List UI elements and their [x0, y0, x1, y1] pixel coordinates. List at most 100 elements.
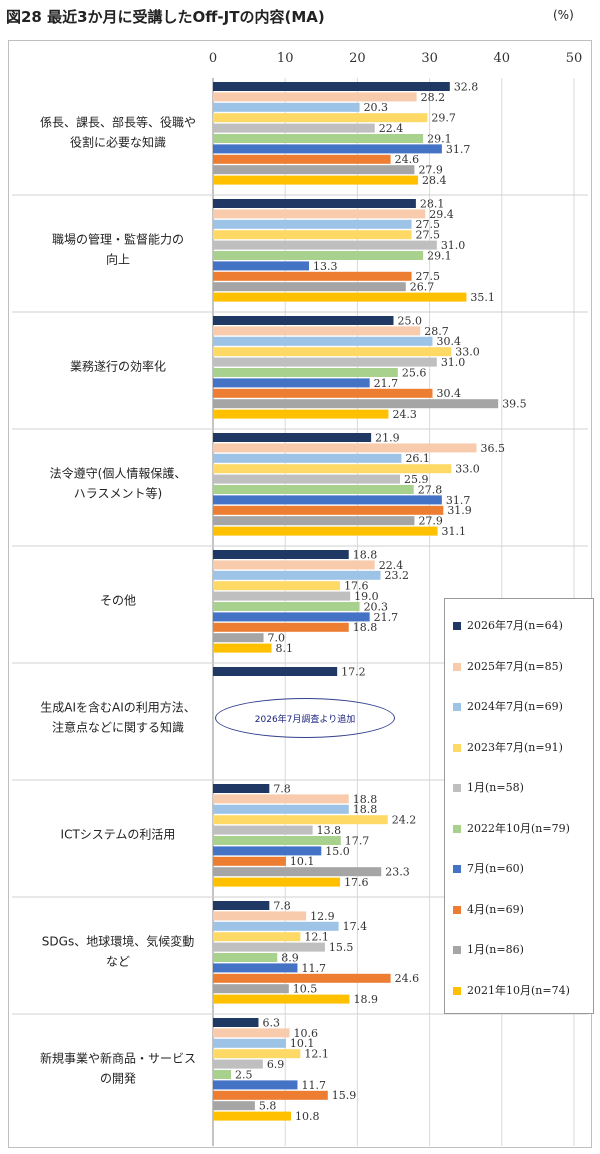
value-label: 6.9	[267, 1058, 285, 1071]
value-label: 7.0	[268, 632, 286, 645]
bar	[213, 1080, 298, 1090]
bar	[213, 836, 341, 845]
x-tick-label: 50	[566, 51, 583, 66]
bar	[213, 336, 433, 346]
value-label: 21.7	[374, 377, 399, 390]
bar	[213, 209, 426, 219]
value-label: 23.3	[385, 866, 410, 879]
legend-swatch	[453, 743, 461, 752]
value-label: 23.2	[385, 569, 410, 582]
bar	[213, 846, 322, 856]
value-label: 17.6	[344, 876, 369, 889]
category-label: など	[106, 955, 130, 969]
value-label: 28.1	[420, 197, 445, 210]
value-label: 22.4	[379, 559, 404, 572]
value-label: 10.6	[294, 1027, 319, 1040]
bar	[213, 901, 270, 910]
legend-item: 1月(n=58)	[453, 779, 524, 795]
value-label: 18.8	[353, 621, 378, 634]
bar	[213, 474, 400, 484]
bar	[213, 453, 402, 463]
value-label: 28.4	[422, 174, 447, 187]
bar	[213, 815, 388, 825]
legend-item: 2023年7月(n=91)	[453, 739, 563, 755]
bar	[213, 526, 438, 536]
bar	[213, 516, 415, 526]
value-label: 22.4	[379, 122, 404, 135]
value-label: 27.5	[416, 270, 441, 283]
value-label: 24.2	[392, 814, 417, 827]
value-label: 28.2	[421, 91, 446, 104]
bar	[213, 1028, 290, 1038]
bar	[213, 144, 442, 154]
bar	[213, 485, 414, 494]
legend-item: 2024年7月(n=69)	[453, 698, 563, 714]
legend-swatch	[453, 986, 461, 995]
value-label: 36.5	[481, 442, 506, 455]
value-label: 24.6	[395, 153, 420, 166]
unit-label: (%)	[553, 8, 574, 22]
bar	[213, 1049, 301, 1059]
value-label: 27.5	[416, 218, 441, 231]
legend-swatch	[453, 946, 461, 954]
value-label: 27.8	[418, 483, 443, 496]
value-label: 18.8	[353, 803, 378, 816]
bar	[213, 570, 381, 580]
legend-label: 2022年10月(n=79)	[467, 821, 570, 835]
value-label: 13.3	[313, 260, 338, 273]
bar	[213, 994, 350, 1004]
x-tick-label: 20	[349, 51, 366, 66]
legend-swatch	[453, 865, 461, 873]
bar	[213, 560, 375, 570]
legend-item: 2025年7月(n=85)	[453, 658, 563, 674]
category-label: その他	[100, 594, 136, 608]
bar	[213, 240, 437, 250]
value-label: 25.6	[402, 366, 427, 379]
category-label: 新規事業や新商品・サービス	[40, 1051, 196, 1066]
value-label: 21.7	[374, 611, 399, 624]
bar	[213, 602, 360, 611]
category-label: 役割に必要な知識	[70, 135, 166, 150]
bar	[213, 175, 419, 185]
bar	[213, 199, 416, 208]
bar	[213, 1070, 232, 1079]
value-label: 30.4	[436, 335, 461, 348]
bar	[213, 633, 264, 643]
value-label: 5.8	[259, 1100, 277, 1113]
value-label: 17.7	[345, 834, 370, 847]
bar	[213, 368, 398, 377]
value-label: 7.8	[273, 899, 291, 912]
value-label: 26.7	[410, 281, 435, 294]
bar	[213, 1038, 286, 1048]
bar	[213, 856, 286, 866]
value-label: 17.6	[344, 580, 369, 593]
bar	[213, 622, 349, 632]
bar	[213, 433, 372, 442]
value-label: 7.8	[273, 782, 291, 795]
value-label: 20.3	[364, 101, 389, 114]
legend-swatch	[453, 905, 461, 914]
value-label: 31.7	[446, 494, 471, 507]
bar	[213, 581, 341, 591]
bar	[213, 984, 289, 994]
category-label: 注意点などに関する知識	[52, 720, 184, 735]
value-label: 25.0	[398, 314, 423, 327]
value-label: 27.9	[418, 164, 443, 177]
value-label: 24.3	[392, 408, 417, 421]
bar	[213, 877, 341, 887]
bar	[213, 464, 452, 474]
bar	[213, 261, 310, 271]
value-label: 29.1	[427, 132, 452, 145]
value-label: 10.1	[290, 1037, 315, 1050]
bar	[213, 92, 417, 102]
bar	[213, 591, 351, 601]
value-label: 25.9	[404, 473, 429, 486]
legend-item: 7月(n=60)	[453, 860, 524, 876]
bar	[213, 316, 394, 325]
value-label: 12.9	[310, 910, 335, 923]
x-tick-label: 30	[421, 51, 438, 66]
chart-frame	[8, 40, 592, 1148]
value-label: 18.8	[353, 793, 378, 806]
value-label: 30.4	[436, 387, 461, 400]
value-label: 20.3	[364, 600, 389, 613]
